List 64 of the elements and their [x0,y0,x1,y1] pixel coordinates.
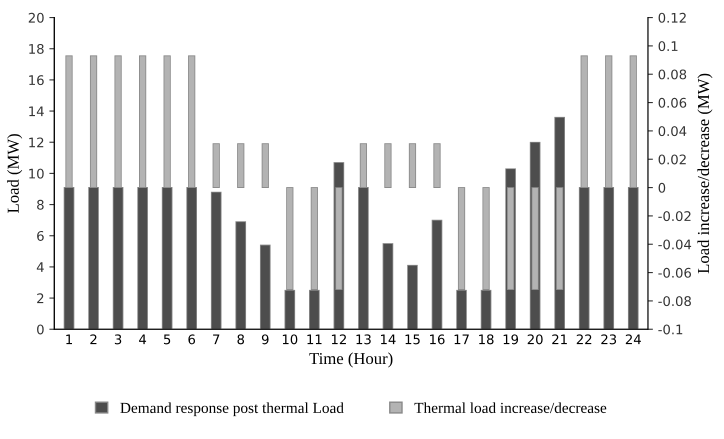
y2-tick-label: 0.12 [658,12,686,23]
x-tick-label: 7 [213,334,220,344]
x-tick-label: 10 [282,334,298,344]
y2-tick-label: -0.04 [658,239,692,250]
x-tick-label: 21 [552,334,567,344]
bar [210,192,222,330]
y-axis-title: Load (MW) [7,134,22,213]
y2-tick-label: 0.1 [658,41,678,52]
x-tick-label: 20 [528,334,543,344]
x-tick-label: 19 [504,334,518,344]
y-tick-label: 4 [36,262,44,272]
x-tick-label: 5 [164,334,170,344]
y-tick-label: 10 [29,168,44,179]
bar [382,243,394,330]
x-tick-label: 13 [356,334,371,344]
x-tick-label: 24 [626,334,641,344]
x-tick-label: 18 [479,334,494,344]
x-tick-label: 11 [307,334,322,344]
x-tick-label: 2 [90,334,96,344]
x-tick-label: 3 [114,334,122,344]
x-axis-title: Time (Hour) [309,352,392,368]
y-tick-label: 20 [28,12,44,23]
bar [408,143,416,188]
bar [407,264,418,330]
bar [237,143,244,188]
bar [212,143,220,188]
y-tick-label: 18 [29,44,44,54]
y-tick-label: 8 [37,200,44,210]
y2-tick-label: 0.06 [658,98,686,108]
y2-tick-label: 0.08 [658,69,686,80]
x-tick-label: 4 [139,334,146,344]
y-tick-label: 2 [37,293,44,304]
x-tick-label: 17 [454,334,469,344]
x-tick-label: 14 [380,334,396,344]
x-tick-label: 15 [406,334,420,344]
y2-tick-label: 0.04 [658,126,686,136]
y2-tick-label: 0.02 [658,154,686,164]
y-tick-label: 0 [37,324,44,334]
x-tick-label: 12 [332,334,346,344]
x-tick-label: 22 [576,334,592,344]
x-tick-label: 16 [430,334,445,344]
bar [433,143,441,188]
bar [432,220,442,330]
y2-tick-label: 0 [658,182,666,193]
bar [260,244,271,330]
bar [262,143,269,188]
y-tick-label: 14 [29,106,44,116]
y2-tick-label: -0.06 [658,268,692,278]
y2-tick-label: -0.1 [658,324,682,334]
legend-label: Demand response post thermal Load [120,402,344,416]
y2-axis-title: Load increase/decrease (MW) [697,74,713,274]
y-tick-label: 16 [29,75,44,86]
y-tick-label: 12 [29,137,44,148]
y-tick-label: 6 [37,230,44,241]
x-tick-label: 6 [188,334,196,344]
x-tick-label: 8 [237,334,244,344]
x-tick-label: 9 [262,334,269,344]
x-tick-label: 1 [66,334,72,344]
y2-tick-label: -0.08 [658,296,691,306]
x-tick-label: 23 [601,334,616,344]
bar [384,143,392,188]
legend-label: Thermal load increase/decrease [414,402,606,414]
bar [235,221,246,330]
y2-tick-label: -0.02 [658,211,691,222]
